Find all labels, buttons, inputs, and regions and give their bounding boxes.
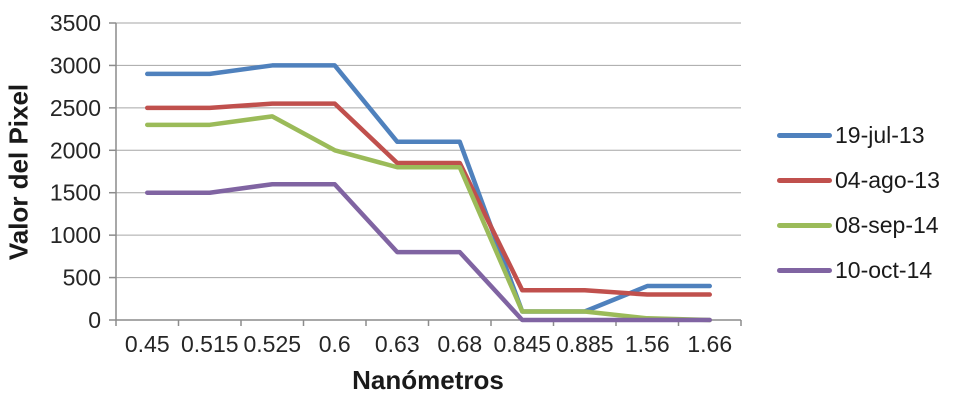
series-line-04-ago-13 [145, 101, 712, 297]
legend-item: 08-sep-14 [777, 203, 940, 248]
x-tick-label: 0.6 [319, 331, 351, 357]
x-tick-label: 0.63 [375, 331, 420, 357]
x-tick-label: 1.56 [625, 331, 670, 357]
legend-line-swatch-icon [777, 178, 832, 183]
series-line-10-oct-14 [145, 181, 712, 323]
x-tick-label: 1.66 [687, 331, 732, 357]
x-tick-label: 0.45 [125, 331, 170, 357]
y-tick-label: 2000 [50, 137, 101, 163]
legend-line-swatch-icon [777, 223, 832, 228]
legend-line-swatch-icon [777, 268, 832, 273]
y-axis-title: Valor del Pixel [3, 83, 34, 261]
y-tick-label: 2500 [50, 95, 101, 121]
legend-line-swatch-icon [777, 133, 832, 138]
y-axis-tick-labels: 0 500 1000 1500 2000 2500 3000 3500 [50, 10, 101, 333]
x-tick-label: 0.525 [243, 331, 301, 357]
legend-label: 04-ago-13 [835, 167, 940, 193]
axis-tick-marks [109, 22, 742, 326]
x-axis-title: Nanómetros [352, 365, 504, 395]
y-tick-label: 0 [88, 307, 101, 333]
series-line-19-jul-13 [145, 63, 712, 314]
y-tick-label: 500 [63, 265, 101, 291]
legend: 19-jul-13 04-ago-13 08-sep-14 10-oct-14 [777, 113, 940, 293]
x-tick-label: 0.845 [493, 331, 551, 357]
y-tick-label: 1500 [50, 180, 101, 206]
legend-label: 10-oct-14 [835, 257, 933, 283]
gridlines [116, 22, 741, 279]
legend-item: 19-jul-13 [777, 113, 940, 158]
legend-label: 19-jul-13 [835, 122, 925, 148]
legend-item: 10-oct-14 [777, 248, 940, 293]
axes [115, 23, 741, 321]
series-line-08-sep-14 [145, 114, 712, 323]
legend-item: 04-ago-13 [777, 158, 940, 203]
x-tick-label: 0.515 [181, 331, 239, 357]
y-tick-label: 3500 [50, 10, 101, 36]
y-tick-label: 3000 [50, 52, 101, 78]
y-tick-label: 1000 [50, 222, 101, 248]
x-tick-label: 0.68 [437, 331, 482, 357]
x-axis-tick-labels: 0.45 0.515 0.525 0.6 0.63 0.68 0.845 0.885 1.56 1… [125, 331, 732, 357]
legend-label: 08-sep-14 [835, 212, 939, 238]
x-tick-label: 0.885 [556, 331, 614, 357]
series-lines [145, 63, 712, 323]
